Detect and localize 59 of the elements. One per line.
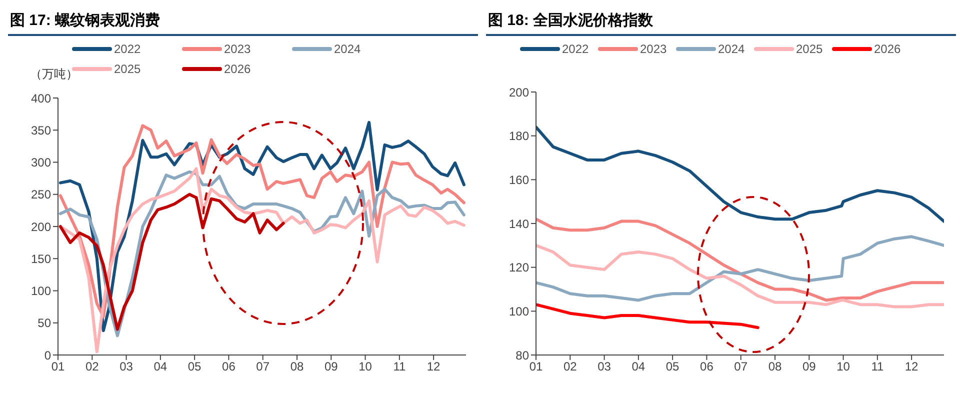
x-tick-label: 03 <box>598 360 612 374</box>
y-tick-label: 180 <box>508 129 530 144</box>
x-tick-label: 12 <box>904 360 919 374</box>
x-tick-label: 05 <box>666 360 680 374</box>
x-tick-label: 07 <box>256 360 270 374</box>
y-tick-label: 100 <box>30 284 52 298</box>
y-tick-label: 160 <box>508 172 530 187</box>
x-tick-label: 02 <box>85 360 100 374</box>
y-tick-label: 150 <box>30 252 52 266</box>
y-tick-label: 120 <box>508 260 530 275</box>
chart-title: 图 17: 螺纹钢表观消费 <box>8 8 478 36</box>
x-tick-label: 02 <box>563 360 578 374</box>
line-series <box>536 218 944 302</box>
y-tick-label: 80 <box>516 348 530 362</box>
x-tick-label: 11 <box>393 360 406 374</box>
y-tick-label: 400 <box>30 91 52 106</box>
y-tick-label: 350 <box>30 123 52 138</box>
y-tick-label: 140 <box>508 216 530 231</box>
legend-label: 2022 <box>562 42 589 56</box>
x-tick-label: 08 <box>768 360 782 374</box>
y-tick-label: 50 <box>38 316 52 330</box>
x-tick-label: 04 <box>154 360 168 374</box>
line-series <box>536 303 760 330</box>
legend-label: 2026 <box>874 42 901 56</box>
x-tick-label: 12 <box>426 360 441 374</box>
y-tick-label: 200 <box>508 85 530 100</box>
x-tick-label: 10 <box>358 360 372 374</box>
legend-label: 2023 <box>224 42 251 56</box>
legend-label: 2022 <box>114 42 141 56</box>
legend-label: 2023 <box>640 42 667 56</box>
x-tick-label: 01 <box>51 360 65 374</box>
y-tick-label: 250 <box>30 188 52 202</box>
line-series <box>536 126 944 223</box>
line-series <box>536 244 944 308</box>
y-tick-label: 0 <box>44 348 52 362</box>
x-tick-label: 09 <box>802 360 816 374</box>
x-tick-label: 04 <box>632 360 646 374</box>
x-tick-label: 11 <box>871 360 884 374</box>
y-tick-label: 200 <box>30 220 52 234</box>
legend-label: 2024 <box>334 42 361 56</box>
line-series <box>536 235 944 302</box>
line-series <box>58 192 285 331</box>
x-tick-label: 06 <box>700 360 714 374</box>
y-tick-label: 100 <box>508 304 530 318</box>
x-tick-label: 07 <box>734 360 748 374</box>
legend-label: 2026 <box>224 62 251 76</box>
x-tick-label: 08 <box>290 360 304 374</box>
x-tick-label: 10 <box>836 360 850 374</box>
x-tick-label: 09 <box>324 360 338 374</box>
x-tick-label: 06 <box>222 360 236 374</box>
legend-label: 2025 <box>114 62 141 76</box>
legend-label: 2025 <box>796 42 823 56</box>
x-tick-label: 05 <box>188 360 202 374</box>
chart-title: 图 18: 全国水泥价格指数 <box>486 8 956 36</box>
x-tick-label: 03 <box>120 360 134 374</box>
y-tick-label: 300 <box>30 156 52 170</box>
legend-label: 2024 <box>718 42 745 56</box>
y-axis-title: （万吨） <box>30 66 78 83</box>
x-tick-label: 01 <box>529 360 543 374</box>
